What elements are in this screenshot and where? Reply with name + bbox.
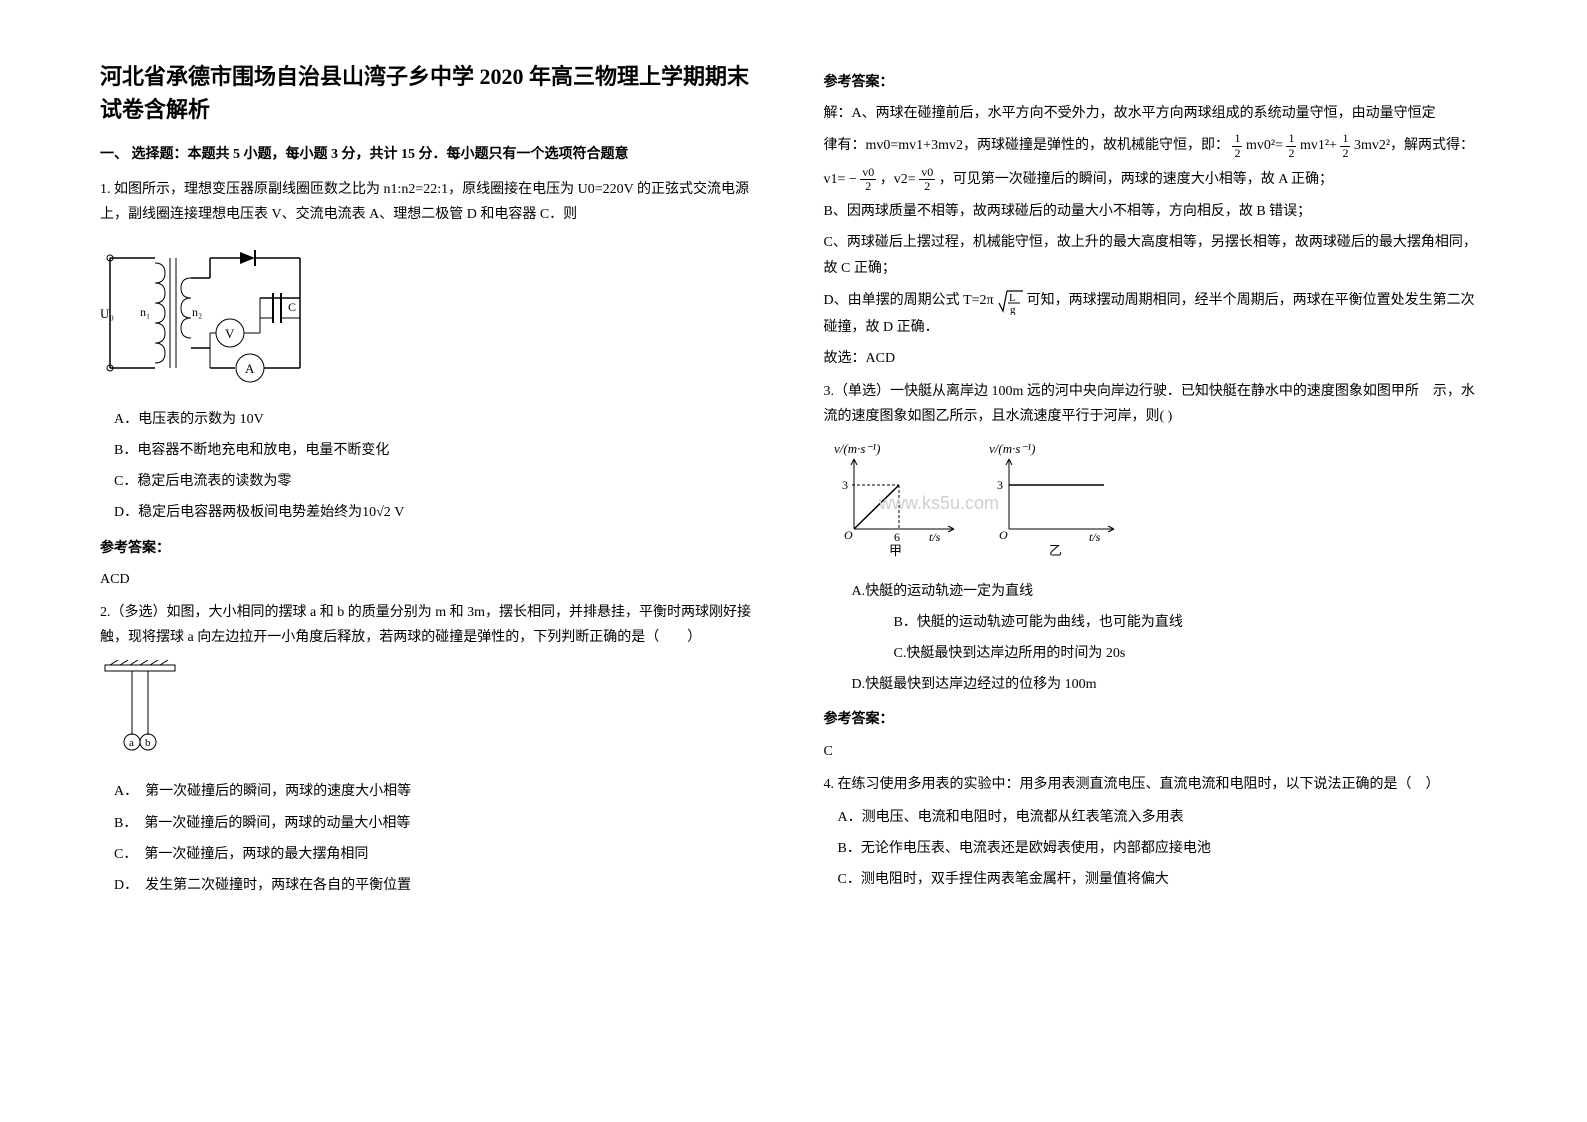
q3-option-A: A.快艇的运动轨迹一定为直线 [852,579,1488,604]
label-V: V [225,326,235,341]
q2-pendulum-figure: a b [100,660,764,769]
q3-option-D: D.快艇最快到达岸边经过的位移为 100m [852,672,1488,697]
q1-circuit-figure: U₀ n₁ n₂ C [100,238,764,397]
q2-expl-line4: B、因两球质量不相等，故两球碰后的动量大小不相等，方向相反，故 B 错误； [824,199,1488,224]
caption-yi: 乙 [1049,543,1062,558]
label-a: a [129,737,134,749]
q2-stem: 2.（多选）如图，大小相同的摆球 a 和 b 的质量分别为 m 和 3m，摆长相… [100,600,764,650]
q3-option-B: B．快艇的运动轨迹可能为曲线，也可能为直线 [894,610,1488,635]
q2-option-B: B． 第一次碰撞后的瞬间，两球的动量大小相等 [114,811,764,836]
label-C: C [288,300,296,314]
axis-label-v: v/(m·s⁻¹) [834,441,881,456]
q2-expl-line2: 律有：mv0=mv1+3mv2，两球碰撞是弹性的，故机械能守恒，即： 12 mv… [824,132,1488,159]
page-title: 河北省承德市围场自治县山湾子乡中学 2020 年高三物理上学期期末试卷含解析 [100,60,764,126]
q2-expl-line5: C、两球碰后上摆过程，机械能守恒，故上升的最大高度相等，另摆长相等，故两球碰后的… [824,230,1488,280]
q3-answer: C [824,739,1488,764]
expl-text: 3mv2²，解两式得： [1354,138,1474,153]
expl-text: ，可见第一次碰撞后的瞬间，两球的速度大小相等，故 A 正确； [939,172,1333,187]
q2-expl-line3: v1= − v02 ，v2= v02 ，可见第一次碰撞后的瞬间，两球的速度大小相… [824,166,1488,193]
q3-graph-figure: v/(m·s⁻¹) 3 6 t/s O 甲 v/(m·s⁻¹) 3 t/s O … [824,439,1488,568]
label-A: A [245,361,255,376]
fraction-v0-2: v02 [919,166,935,193]
label-n1: n₁ [140,305,150,319]
q1-option-C: C．稳定后电流表的读数为零 [114,469,764,494]
q4-option-B: B．无论作电压表、电流表还是欧姆表使用，内部都应接电池 [838,836,1488,861]
fraction-half: 12 [1232,132,1242,159]
q3-stem: 3.（单选）一快艇从离岸边 100m 远的河中央向岸边行驶．已知快艇在静水中的速… [824,379,1488,429]
fraction-half: 12 [1286,132,1296,159]
q4-option-A: A．测电压、电流和电阻时，电流都从红表笔流入多用表 [838,805,1488,830]
q2-expl-line6: D、由单摆的周期公式 T=2π L g 可知，两球摆动周期相同，经半个周期后，两… [824,287,1488,340]
q1-option-D: D．稳定后电容器两极板间电势差始终为10√2 V [114,500,764,525]
q1-option-B: B．电容器不断地充电和放电，电量不断变化 [114,438,764,463]
expl-text: mv0²= [1246,138,1283,153]
q2-option-C: C． 第一次碰撞后，两球的最大摆角相同 [114,842,764,867]
answer-label-2: 参考答案： [824,70,1488,95]
origin-O2: O [999,528,1008,542]
q1-stem: 1. 如图所示，理想变压器原副线圈匝数之比为 n1:n2=22:1，原线圈接在电… [100,177,764,227]
q2-expl-line7: 故选：ACD [824,346,1488,371]
expl-text: 律有：mv0=mv1+3mv2，两球碰撞是弹性的，故机械能守恒，即： [824,138,1229,153]
fraction-v0-2: v02 [860,166,876,193]
tick-6: 6 [894,530,900,544]
q2-expl-line1: 解：A、两球在碰撞前后，水平方向不受外力，故水平方向两球组成的系统动量守恒，由动… [824,101,1488,126]
tick-3: 3 [842,478,848,492]
axis-label-t: t/s [929,530,941,544]
label-b: b [145,737,151,749]
answer-label-3: 参考答案： [824,707,1488,732]
tick-3b: 3 [997,478,1003,492]
caption-jia: 甲 [889,543,902,558]
q2-option-D: D． 发生第二次碰撞时，两球在各自的平衡位置 [114,873,764,898]
right-column: 参考答案： 解：A、两球在碰撞前后，水平方向不受外力，故水平方向两球组成的系统动… [824,60,1488,1062]
expl-text: mv1²+ [1300,138,1337,153]
sqrt-Lg: L g [997,287,1023,315]
origin-O: O [844,528,853,542]
expl-text: D、由单摆的周期公式 T=2π [824,293,994,308]
watermark-text: www.ks5u.com [878,493,999,513]
q1-answer: ACD [100,567,764,592]
axis-label-t2: t/s [1089,530,1101,544]
q1-option-A: A．电压表的示数为 10V [114,407,764,432]
fraction-half: 12 [1340,132,1350,159]
expl-text: v1= − [824,172,857,187]
expl-text: ，v2= [880,172,916,187]
q2-option-A: A． 第一次碰撞后的瞬间，两球的速度大小相等 [114,779,764,804]
answer-label-1: 参考答案： [100,536,764,561]
label-n2: n₂ [192,305,202,319]
svg-text:L: L [1009,292,1016,304]
label-U0: U₀ [100,306,114,321]
axis-label-v2: v/(m·s⁻¹) [989,441,1036,456]
svg-text:g: g [1010,304,1016,315]
section-heading: 一、 选择题：本题共 5 小题，每小题 3 分，共计 15 分．每小题只有一个选… [100,142,764,167]
q3-option-C: C.快艇最快到达岸边所用的时间为 20s [894,641,1488,666]
left-column: 河北省承德市围场自治县山湾子乡中学 2020 年高三物理上学期期末试卷含解析 一… [100,60,764,1062]
q4-option-C: C．测电阻时，双手捏住两表笔金属杆，测量值将偏大 [838,867,1488,892]
q4-stem: 4. 在练习使用多用表的实验中：用多用表测直流电压、直流电流和电阻时，以下说法正… [824,772,1488,797]
